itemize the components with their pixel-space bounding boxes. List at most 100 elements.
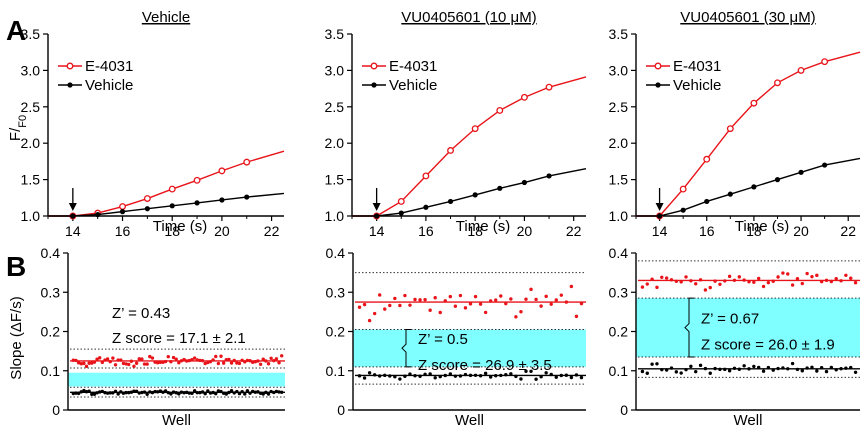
data-point bbox=[144, 206, 150, 212]
data-point bbox=[279, 354, 284, 358]
y-tick-label: 0.2 bbox=[41, 324, 61, 340]
data-point bbox=[708, 371, 712, 375]
data-point bbox=[815, 273, 819, 278]
data-point bbox=[124, 362, 128, 366]
data-point bbox=[192, 356, 197, 360]
data-point bbox=[524, 297, 528, 301]
data-point bbox=[121, 361, 126, 366]
data-point bbox=[488, 375, 493, 379]
data-point bbox=[206, 360, 210, 365]
data-point bbox=[544, 294, 548, 299]
y-tick-label: 2.0 bbox=[609, 135, 629, 151]
data-point bbox=[727, 274, 732, 279]
data-point bbox=[398, 303, 402, 308]
z-score-annotation: Z score = 26.0 ± 1.9 bbox=[701, 337, 835, 354]
data-point bbox=[229, 361, 234, 365]
data-point bbox=[650, 362, 654, 366]
x-tick-label: 18 bbox=[164, 223, 180, 239]
y-tick-label: 2.5 bbox=[21, 99, 41, 115]
y-tick-label: 1.0 bbox=[21, 208, 41, 224]
data-point bbox=[422, 172, 430, 180]
data-point bbox=[798, 169, 804, 175]
y-tick-label: 0.1 bbox=[326, 363, 346, 379]
data-point bbox=[554, 375, 558, 379]
x-axis-label: Time (s) bbox=[456, 218, 510, 235]
x-axis-label: Well bbox=[734, 412, 763, 429]
data-point bbox=[689, 364, 693, 369]
data-point bbox=[413, 297, 417, 302]
y-tick-label: 0.3 bbox=[609, 284, 629, 300]
data-point bbox=[539, 304, 543, 308]
data-point bbox=[774, 79, 781, 87]
data-point bbox=[569, 284, 574, 289]
data-point bbox=[127, 362, 131, 367]
x-tick-label: 20 bbox=[517, 223, 533, 239]
series-line bbox=[48, 192, 285, 217]
data-point bbox=[82, 388, 86, 393]
data-point bbox=[549, 302, 553, 306]
separation-band bbox=[353, 329, 586, 367]
data-point bbox=[810, 274, 814, 279]
legend-marker bbox=[66, 62, 74, 70]
data-point bbox=[261, 392, 265, 396]
data-point bbox=[266, 362, 271, 366]
data-point bbox=[448, 372, 453, 376]
y-tick-label: 0.1 bbox=[41, 363, 61, 379]
legend-label: E-4031 bbox=[673, 58, 721, 75]
data-point bbox=[805, 271, 809, 276]
data-point bbox=[499, 294, 503, 298]
data-point bbox=[640, 369, 645, 374]
data-point bbox=[494, 298, 498, 302]
data-point bbox=[790, 361, 795, 366]
y-tick-label: 0.4 bbox=[326, 245, 346, 261]
data-point bbox=[797, 66, 805, 74]
data-point bbox=[221, 361, 226, 365]
data-point bbox=[726, 125, 734, 133]
data-point bbox=[645, 282, 649, 286]
data-point bbox=[679, 371, 683, 375]
data-point bbox=[640, 285, 645, 289]
data-point bbox=[224, 392, 228, 396]
y-tick-label: 0.4 bbox=[609, 245, 629, 261]
y-tick-label: 3.0 bbox=[609, 62, 629, 78]
y-tick-label: 1.5 bbox=[325, 172, 345, 188]
data-point bbox=[194, 200, 200, 206]
data-point bbox=[132, 364, 136, 368]
data-point bbox=[82, 361, 86, 366]
series-line bbox=[48, 150, 285, 217]
data-point bbox=[579, 375, 584, 380]
data-point bbox=[374, 213, 380, 219]
data-point bbox=[372, 311, 377, 316]
series-line bbox=[352, 167, 587, 217]
data-point bbox=[742, 364, 746, 368]
data-point bbox=[218, 167, 226, 175]
data-point bbox=[514, 315, 518, 319]
data-point bbox=[761, 369, 766, 373]
data-point bbox=[679, 185, 687, 193]
y-tick-label: 2.5 bbox=[609, 99, 629, 115]
data-point bbox=[703, 155, 711, 163]
y-tick-label: 0.3 bbox=[326, 284, 346, 300]
y-tick-label: 2.0 bbox=[21, 135, 41, 151]
data-point bbox=[815, 369, 819, 373]
x-tick-label: 20 bbox=[214, 223, 230, 239]
data-point bbox=[111, 356, 115, 360]
y-tick-label: 0 bbox=[620, 402, 628, 418]
data-point bbox=[655, 362, 659, 366]
data-point bbox=[171, 355, 176, 360]
data-point bbox=[496, 106, 504, 114]
legend-marker bbox=[370, 62, 378, 70]
data-point bbox=[193, 176, 201, 184]
y-tick-label: 3.0 bbox=[325, 62, 345, 78]
data-point bbox=[800, 281, 804, 286]
data-point bbox=[168, 185, 176, 193]
data-point bbox=[752, 364, 756, 369]
data-point bbox=[544, 371, 548, 375]
data-point bbox=[90, 361, 94, 365]
legend-label: E-4031 bbox=[389, 58, 437, 75]
data-point bbox=[509, 297, 513, 301]
data-point bbox=[150, 356, 155, 360]
legend-marker bbox=[67, 82, 73, 88]
x-tick-label: 14 bbox=[652, 223, 668, 239]
data-point bbox=[684, 275, 688, 279]
